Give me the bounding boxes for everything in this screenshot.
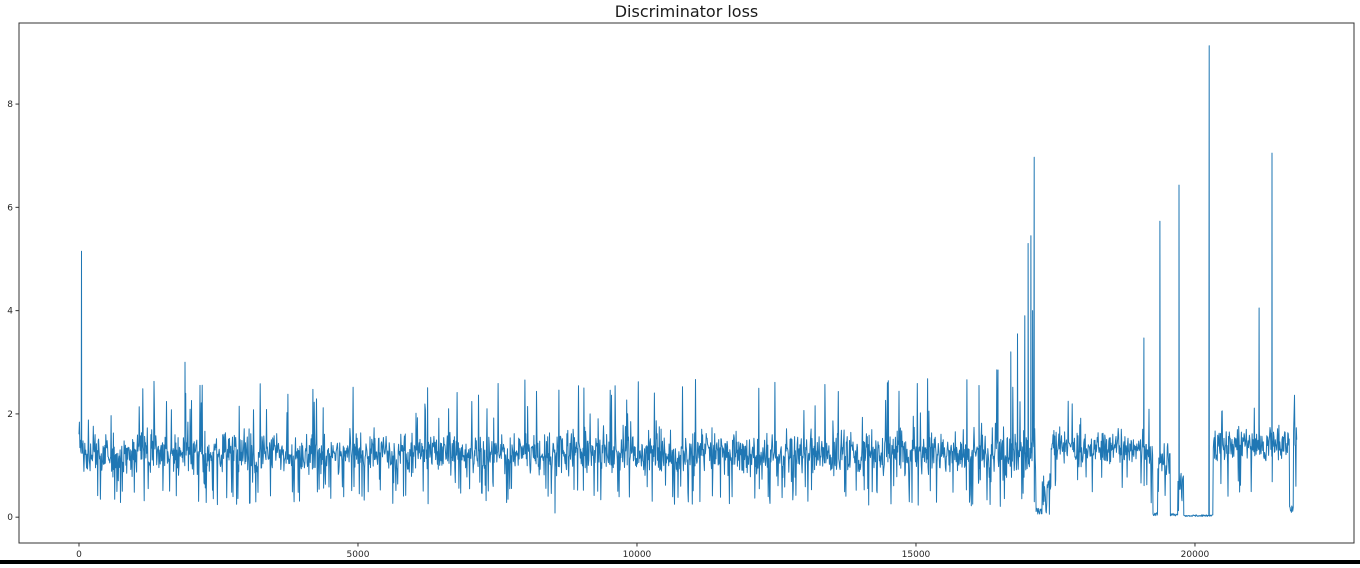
axes-frame	[18, 22, 1355, 544]
y-tick-label: 4	[7, 307, 13, 317]
y-tick-label: 8	[7, 100, 13, 110]
x-tick-label: 10000	[623, 550, 652, 560]
y-tick-label: 0	[7, 513, 13, 523]
x-tick-label: 20000	[1181, 550, 1210, 560]
chart-title: Discriminator loss	[614, 2, 759, 21]
y-tick-label: 2	[7, 410, 13, 420]
x-tick-label: 0	[76, 550, 82, 560]
x-tick-label: 5000	[347, 550, 370, 560]
bottom-window-edge	[0, 560, 1360, 564]
y-tick-label: 6	[7, 203, 13, 213]
discriminator-loss-line	[78, 45, 1298, 517]
x-tick-label: 15000	[902, 550, 931, 560]
